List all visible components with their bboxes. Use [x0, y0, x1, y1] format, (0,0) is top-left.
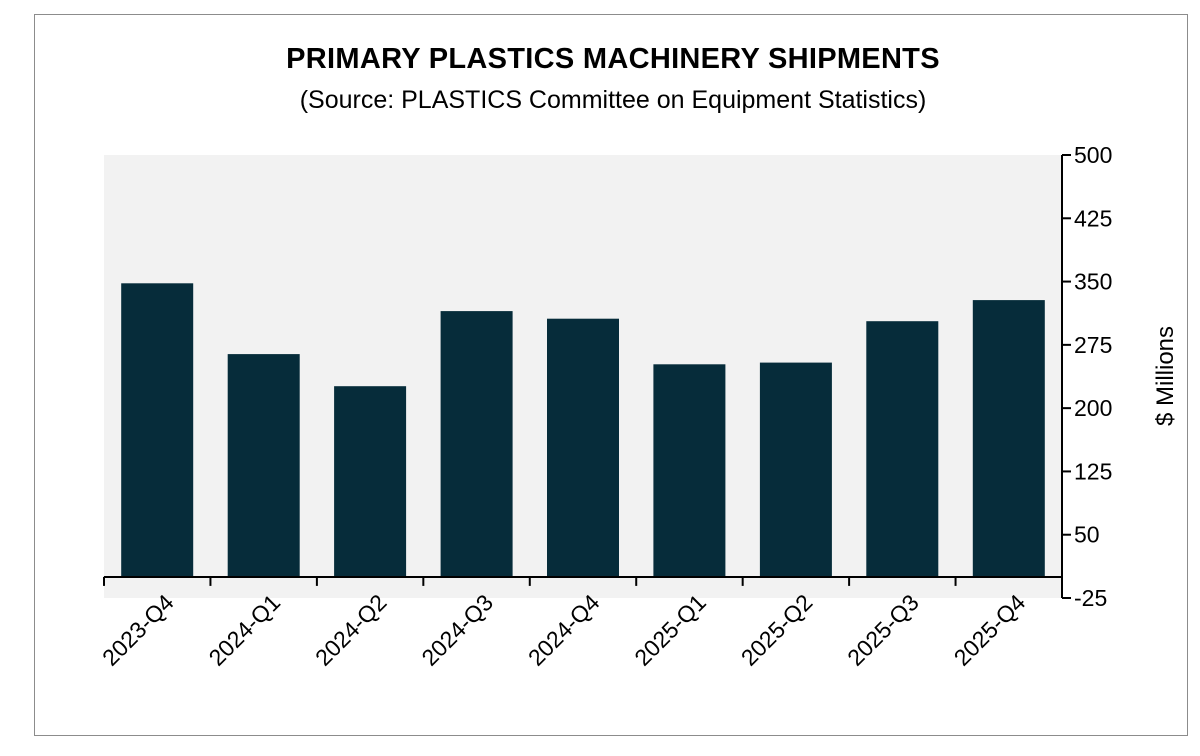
y-tick-label: -25: [1074, 585, 1107, 611]
chart-title: PRIMARY PLASTICS MACHINERY SHIPMENTS: [286, 43, 940, 75]
y-tick-label: 50: [1074, 522, 1100, 548]
x-tick-label: 2023-Q4: [97, 589, 179, 671]
x-tick-label: 2024-Q2: [310, 589, 392, 671]
x-tick-label: 2024-Q3: [416, 589, 498, 671]
bar-2023-Q4: [121, 283, 194, 577]
y-tick-label: 275: [1074, 332, 1112, 358]
x-tick-label: 2024-Q1: [204, 589, 286, 671]
y-tick-label: 500: [1074, 142, 1112, 168]
bar-2025-Q1: [653, 364, 726, 577]
y-tick-label: 350: [1074, 269, 1112, 295]
x-tick-label: 2025-Q3: [842, 589, 924, 671]
y-tick-label: 425: [1074, 205, 1112, 231]
x-tick-label: 2025-Q1: [629, 589, 711, 671]
chart-subtitle: (Source: PLASTICS Committee on Equipment…: [299, 86, 927, 114]
y-axis-label: $ Millions: [1152, 326, 1179, 426]
x-tick-label: 2025-Q2: [736, 589, 818, 671]
bar-2024-Q4: [547, 318, 619, 577]
bar-2025-Q3: [866, 321, 939, 577]
x-tick-label: 2025-Q4: [949, 589, 1031, 671]
bar-2024-Q2: [334, 386, 407, 577]
bar-2024-Q1: [227, 354, 300, 577]
bar-2025-Q4: [972, 300, 1045, 577]
bar-2024-Q3: [440, 311, 513, 577]
y-tick-label: 125: [1074, 458, 1112, 484]
bar-2025-Q2: [759, 362, 832, 577]
y-tick-label: 200: [1074, 395, 1112, 421]
x-tick-label: 2024-Q4: [523, 589, 605, 671]
